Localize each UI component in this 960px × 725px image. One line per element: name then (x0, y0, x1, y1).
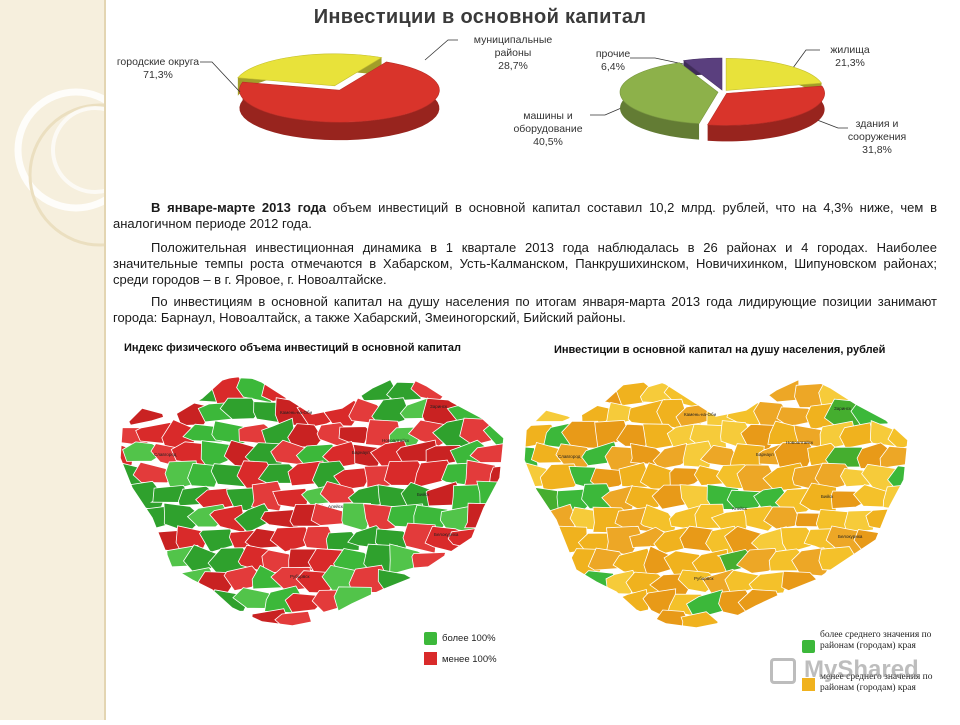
side-divider (104, 0, 106, 720)
legend-left-label-0: более 100% (442, 633, 496, 644)
pie1-slice-1 (237, 53, 383, 87)
paragraph-2: Положительная инвестиционная динамика в … (113, 240, 937, 287)
watermark-logo-icon (770, 658, 796, 684)
decorative-circles (14, 88, 172, 247)
map-right-label-1: Рубцовск (694, 576, 713, 581)
map-right-label-0: Барнаул (756, 452, 774, 457)
decorative-side-strip (0, 0, 172, 720)
map-left-label-4: Заринск (430, 404, 447, 409)
map-left-district-123 (223, 565, 261, 592)
pie2-label-housing: жилища 21,3% (818, 44, 882, 70)
pie1-label-city: городские округа 71,3% (106, 56, 210, 82)
map-left-label-1: Рубцовск (290, 574, 309, 579)
pie1-slice-side-0 (239, 61, 440, 141)
legend-right-dot-1 (802, 678, 815, 691)
map-right-label-7: Новоалтайск (786, 439, 813, 445)
map-left-label-8: Белокуриха (434, 532, 459, 537)
map-right-district-117 (735, 547, 781, 574)
legend-left-dot-1 (424, 652, 437, 665)
map-right-district-101 (653, 526, 689, 555)
legend-right-dot-0 (802, 640, 815, 653)
map-right-district-42 (652, 443, 689, 470)
pie2-slice-2 (619, 62, 719, 124)
map-right-district-106 (780, 526, 815, 554)
pie2-slice-0 (725, 58, 823, 91)
pie2-label-machines: машины и оборудование 40,5% (500, 110, 596, 149)
map-left-label-7: Новоалтайск (382, 437, 409, 443)
map-left-label-0: Барнаул (352, 450, 370, 455)
map-right-label-8: Белокуриха (838, 534, 863, 539)
pie2-value-1: 31,8% (862, 144, 892, 156)
map-left-district-10 (219, 397, 260, 420)
map-right-label-5: Алейск (732, 505, 747, 511)
pie2-slice-3 (682, 57, 723, 91)
legend-right-label-0: более среднего значения по районам (горо… (820, 630, 932, 651)
map-right-label-4: Заринск (834, 406, 851, 411)
map-left-district-102 (269, 526, 314, 553)
paragraph-1-bold: В январе-марте 2013 года (151, 200, 327, 215)
map-left-title: Индекс физического объема инвестиций в о… (124, 342, 462, 354)
map-right-district-64 (814, 462, 853, 492)
map-left-district-64 (413, 459, 455, 489)
map-right-label-3: Камень-на-Оби (684, 412, 717, 417)
paragraph-1-text: объем инвестиций в основной капитал сост… (113, 200, 937, 231)
map-right-district-137 (680, 611, 719, 628)
pie-chart-left (237, 53, 440, 141)
map-left-district-120 (411, 551, 447, 569)
map-left-label-3: Камень-на-Оби (280, 410, 313, 415)
pie2-value-2: 40,5% (533, 136, 563, 148)
pie-chart-right (619, 57, 825, 142)
map-left-label-5: Алейск (328, 503, 343, 509)
pie2-slice-1 (707, 85, 825, 126)
pie1-category-1: муниципальные районы (473, 34, 553, 59)
pie2-category-2: машины и оборудование (513, 110, 583, 135)
pie1-slice-0 (239, 61, 440, 123)
pie2-value-3: 6,4% (601, 61, 625, 73)
pie2-category-1: здания и сооружения (847, 118, 907, 143)
page-title: Инвестиции в основной капитал (313, 6, 647, 28)
map-right-title: Инвестиции в основной капитал на душу на… (554, 344, 886, 356)
map-left: Барнаул Рубцовск Бийск Камень-на-Оби Заринск… (119, 373, 505, 627)
map-left-label-2: Бийск (417, 491, 429, 497)
map-right-outline (523, 375, 909, 629)
pie2-category-0: жилища (830, 44, 870, 56)
map-left-district-29 (338, 426, 371, 445)
map-left-label-6: Славгород (154, 452, 177, 457)
map-left-district-53 (132, 461, 174, 484)
pie2-label-other: прочие 6,4% (585, 48, 641, 74)
paragraph-1: В январе-марте 2013 года объем инвестици… (113, 200, 937, 232)
pie2-slice-side-1 (707, 86, 825, 142)
legend-right-label-1: менее среднего значения по районам (горо… (820, 672, 933, 693)
map-left-district-131 (232, 587, 277, 609)
pie1-category-0: городские округа (116, 56, 200, 68)
map-right: Барнаул Рубцовск Бийск Камень-на-Оби Заринск… (523, 375, 909, 629)
map-right-label-6: Славгород (558, 454, 581, 459)
pie2-value-0: 21,3% (835, 57, 865, 69)
map-left-outline (119, 373, 505, 627)
map-right-district-67 (887, 465, 908, 489)
watermark-text: MyShared (804, 656, 919, 683)
map-right-district-7 (526, 402, 572, 422)
watermark: MyShared (770, 652, 930, 692)
legend-left-dot-0 (424, 632, 437, 645)
pie1-label-districts: муниципальные районы 28,7% (458, 34, 568, 73)
map-right-district-129 (781, 570, 818, 598)
map-right-district-92 (763, 506, 802, 530)
paragraph-3: По инвестициям в основной капитал на душ… (113, 294, 937, 325)
pie1-value-0: 71,3% (143, 69, 173, 81)
legend-left-label-1: менее 100% (442, 654, 497, 665)
pie2-category-3: прочие (595, 48, 631, 60)
pie2-label-buildings: здания и сооружения 31,8% (832, 118, 922, 157)
map-right-label-2: Бийск (821, 493, 833, 499)
map-right-district-120 (818, 546, 857, 572)
pie1-value-1: 28,7% (498, 60, 528, 72)
map-left-district-104 (325, 531, 360, 551)
map-left-district-3 (261, 377, 301, 402)
